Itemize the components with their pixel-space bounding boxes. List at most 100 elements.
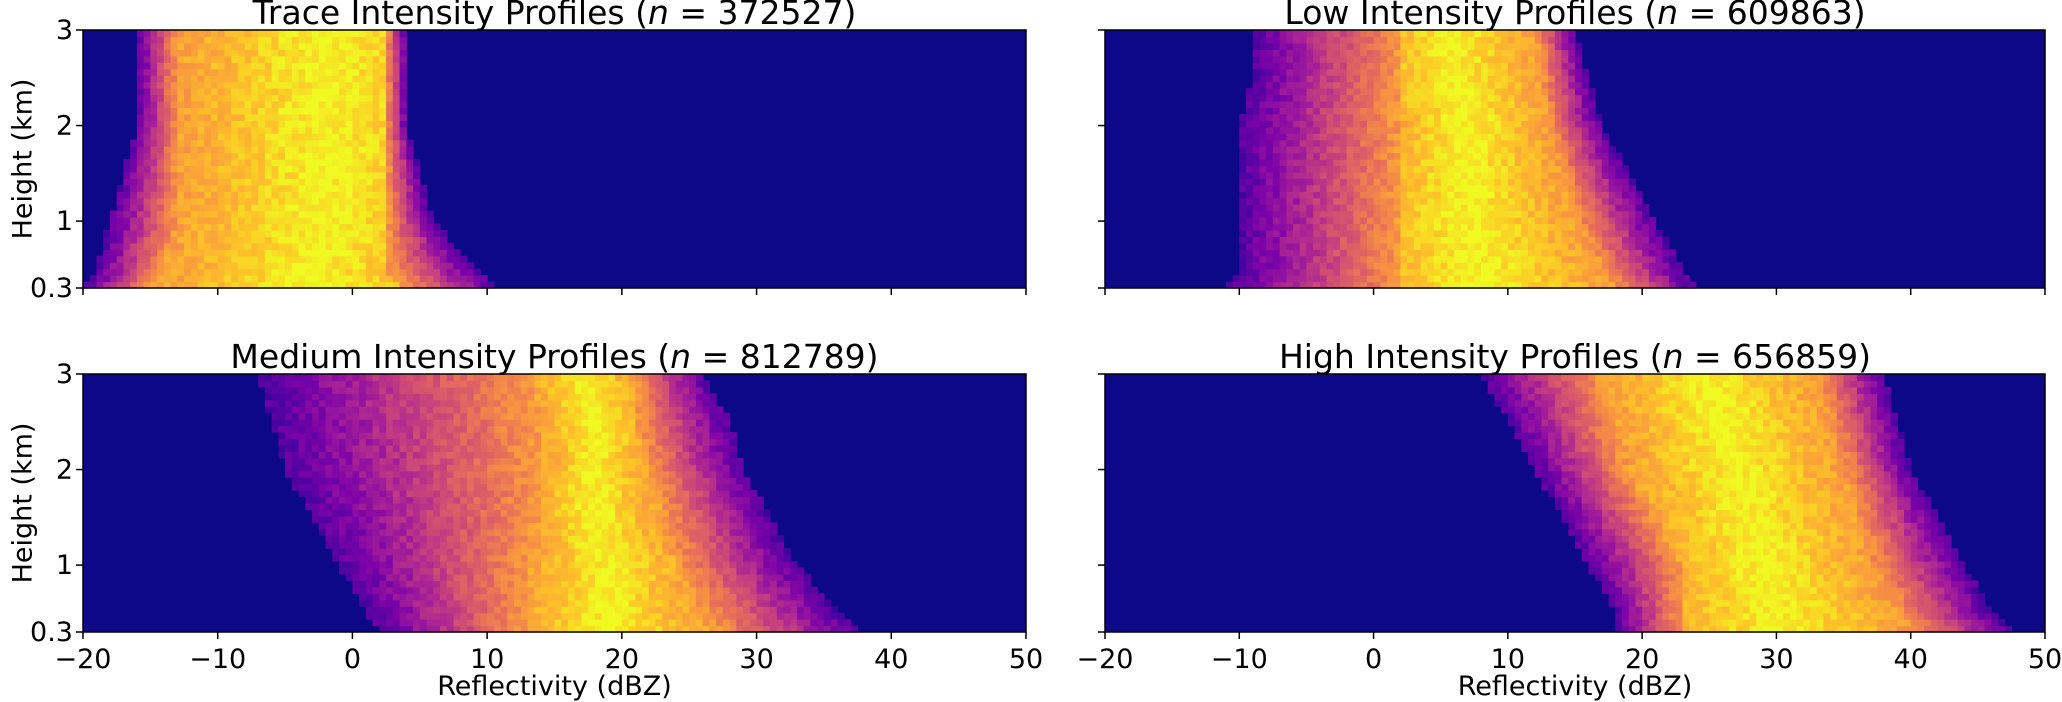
heatmap-cell xyxy=(365,178,374,186)
heatmap-cell xyxy=(1427,165,1435,173)
heatmap-cell xyxy=(1313,275,1321,283)
heatmap-cell xyxy=(1581,159,1590,167)
heatmap-cell xyxy=(285,165,293,173)
heatmap-cell xyxy=(1360,107,1368,115)
heatmap-cell xyxy=(359,249,367,257)
heatmap-cell xyxy=(365,593,374,601)
heatmap-cell xyxy=(1246,88,1254,96)
heatmap-cell xyxy=(224,42,232,50)
heatmap-cell xyxy=(365,107,374,115)
heatmap-cell xyxy=(1279,210,1287,218)
heatmap-cell xyxy=(527,612,535,620)
heatmap-cell xyxy=(318,36,327,44)
heatmap-cell xyxy=(803,619,812,627)
heatmap-cell xyxy=(1494,62,1502,70)
heatmap-cell xyxy=(116,236,125,244)
heatmap-cell xyxy=(1467,146,1475,154)
heatmap-cell xyxy=(386,593,394,601)
heatmap-cell xyxy=(716,625,724,633)
heatmap-cell xyxy=(291,120,300,128)
heatmap-cell xyxy=(1306,88,1314,96)
heatmap-cell xyxy=(1487,204,1496,212)
heatmap-cell xyxy=(285,249,293,257)
heatmap-cell xyxy=(426,606,434,614)
heatmap-cell xyxy=(1541,159,1549,167)
axes-frame xyxy=(1104,29,2046,289)
heatmap-cell xyxy=(392,113,401,121)
heatmap-cell xyxy=(1501,171,1509,179)
heatmap-cell xyxy=(453,548,461,556)
heatmap-cell xyxy=(258,159,266,167)
heatmap-cell xyxy=(1393,210,1402,218)
heatmap-cell xyxy=(1299,262,1308,270)
heatmap-cell xyxy=(1252,275,1261,283)
heatmap-cell xyxy=(1252,184,1261,192)
heatmap-cell xyxy=(547,606,556,614)
heatmap-cell xyxy=(628,619,636,627)
heatmap-cells xyxy=(83,30,495,289)
heatmap-cell xyxy=(1581,262,1590,270)
heatmap-cell xyxy=(1413,184,1422,192)
heatmap-cell xyxy=(1340,217,1348,225)
heatmap-cell xyxy=(217,159,226,167)
heatmap-cell xyxy=(1541,165,1549,173)
heatmap-cell xyxy=(736,599,744,607)
heatmap-cell xyxy=(224,62,232,70)
heatmap-cell xyxy=(258,139,266,147)
heatmap-cell xyxy=(1514,281,1522,289)
heatmap-cell xyxy=(197,49,205,57)
heatmap-cell xyxy=(756,593,764,601)
heatmap-cell xyxy=(1467,229,1475,237)
heatmap-cell xyxy=(184,49,192,57)
heatmap-cell xyxy=(1393,88,1402,96)
heatmap-cell xyxy=(251,81,259,89)
heatmap-cell xyxy=(190,159,199,167)
heatmap-cell xyxy=(217,171,226,179)
heatmap-cell xyxy=(338,49,347,57)
heatmap-cell xyxy=(217,146,226,154)
heatmap-cell xyxy=(1353,75,1361,83)
heatmap-cell xyxy=(1534,62,1543,70)
heatmap-cell xyxy=(547,586,556,594)
heatmap-cell xyxy=(1434,120,1442,128)
heatmap-cell xyxy=(1393,152,1402,160)
heatmap-cell xyxy=(1393,49,1402,57)
heatmap-cell xyxy=(1239,255,1247,263)
heatmap-cell xyxy=(527,580,535,588)
heatmap-cell xyxy=(359,100,367,108)
heatmap-cell xyxy=(204,42,212,50)
heatmap-cell xyxy=(1507,229,1516,237)
heatmap-cell xyxy=(1326,36,1334,44)
heatmap-cell xyxy=(278,236,286,244)
heatmap-cell xyxy=(291,178,300,186)
heatmap-cell xyxy=(237,126,246,134)
heatmap-cell xyxy=(399,81,407,89)
heatmap-cell xyxy=(1380,36,1388,44)
heatmap-cell xyxy=(345,554,354,562)
heatmap-cell xyxy=(1340,223,1348,231)
heatmap-cell xyxy=(1407,68,1415,76)
heatmap-cell xyxy=(729,561,737,569)
heatmap-cell xyxy=(170,262,178,270)
heatmap-cell xyxy=(1319,75,1328,83)
heatmap-cell xyxy=(1561,133,1569,141)
heatmap-cell xyxy=(1554,36,1563,44)
heatmap-cell xyxy=(338,68,347,76)
heatmap-cell xyxy=(419,184,428,192)
heatmap-cell xyxy=(1366,178,1375,186)
heatmap-cell xyxy=(770,567,778,575)
heatmap-cell xyxy=(1387,191,1395,199)
heatmap-cell xyxy=(413,281,421,289)
heatmap-cell xyxy=(1252,88,1261,96)
heatmap-cell xyxy=(231,126,239,134)
heatmap-cell xyxy=(1481,107,1489,115)
heatmap-cell xyxy=(1601,204,1610,212)
heatmap-cell xyxy=(1514,159,1522,167)
heatmap-cell xyxy=(365,152,374,160)
heatmap-cell xyxy=(251,126,259,134)
heatmap-cell xyxy=(210,62,219,70)
heatmap-cell xyxy=(298,49,306,57)
heatmap-cell xyxy=(1467,204,1475,212)
heatmap-cell xyxy=(1272,242,1281,250)
heatmap-cell xyxy=(312,55,320,63)
